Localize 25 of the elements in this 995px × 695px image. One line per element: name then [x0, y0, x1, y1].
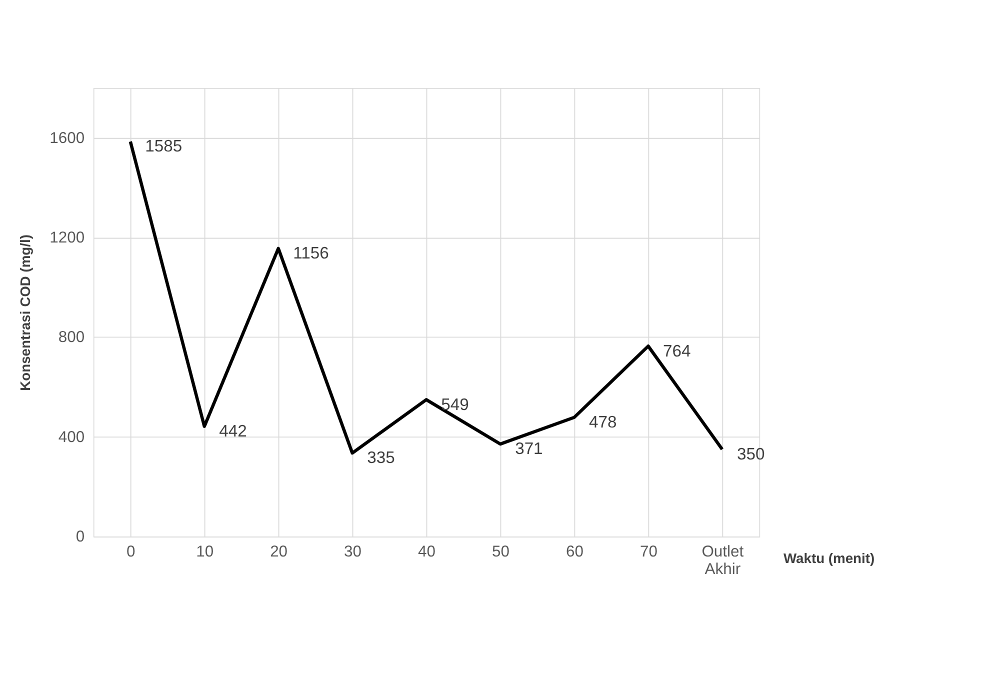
y-tick-label: 400: [58, 428, 85, 446]
x-axis-title: Waktu (menit): [783, 550, 875, 566]
data-label: 371: [515, 439, 543, 458]
x-tick-label: 20: [270, 543, 288, 560]
y-axis-title: Konsentrasi COD (mg/l): [17, 234, 34, 391]
x-tick-label: Outlet Akhir: [702, 543, 744, 578]
data-label: 549: [441, 394, 469, 414]
x-tick-label: 30: [344, 543, 362, 560]
data-label: 350: [737, 444, 765, 464]
x-tick-label: 0: [126, 543, 136, 560]
data-label: 335: [367, 448, 395, 468]
y-tick-label: 1600: [50, 130, 85, 147]
x-tick-label: 10: [196, 543, 214, 560]
y-tick-label: 800: [58, 329, 85, 346]
data-label: 1585: [145, 136, 182, 156]
data-label: 442: [219, 422, 247, 441]
x-tick-label: 40: [418, 543, 436, 560]
x-tick-label: 60: [566, 543, 584, 560]
data-label: 478: [589, 412, 617, 432]
x-tick-label: 70: [640, 543, 658, 560]
data-label: 1156: [293, 244, 329, 263]
y-tick-label: 1200: [50, 230, 85, 247]
x-tick-label: 50: [492, 543, 510, 560]
y-tick-label: 0: [76, 528, 85, 546]
data-label: 764: [663, 341, 691, 360]
